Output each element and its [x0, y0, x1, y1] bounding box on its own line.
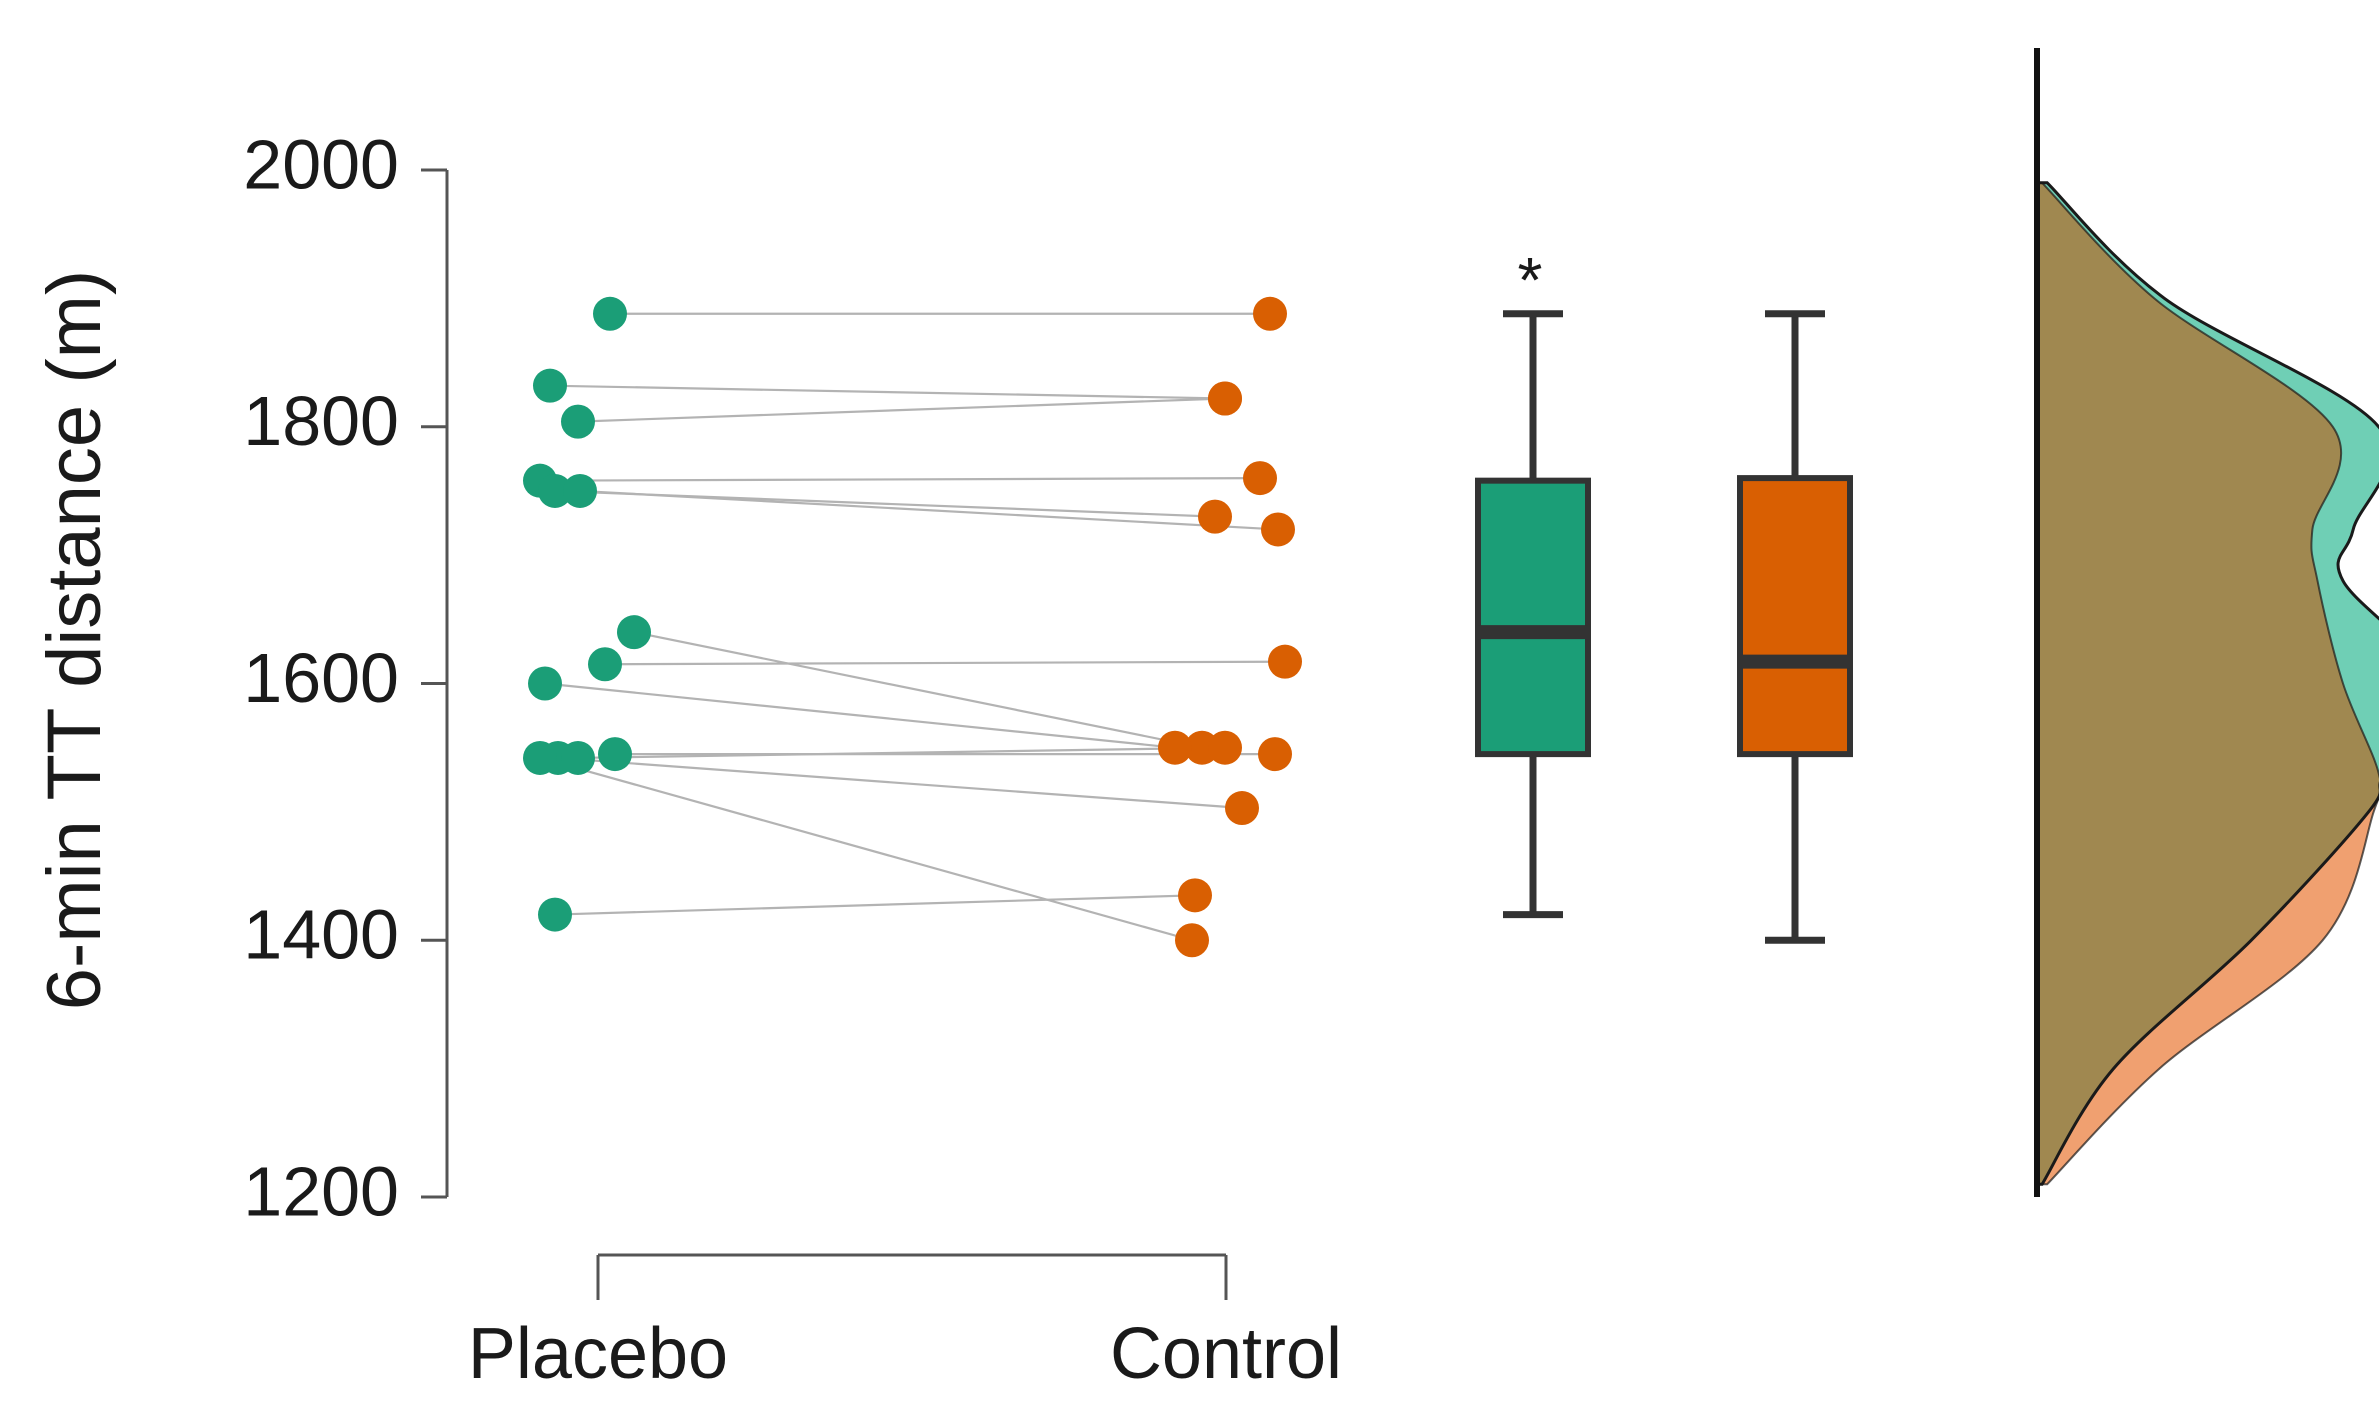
- placebo-point: [533, 368, 567, 403]
- placebo-point: [593, 296, 627, 331]
- x-category-label: Control: [1110, 1314, 1342, 1394]
- connector-line: [544, 682, 1176, 749]
- box-iqr: [1475, 477, 1591, 758]
- connector-line: [539, 756, 1193, 942]
- control-point: [1208, 730, 1242, 765]
- placebo-point: [538, 897, 572, 932]
- boxplots: *: [1475, 244, 1853, 944]
- connector-line: [579, 489, 1279, 531]
- x-category-label: Placebo: [468, 1314, 728, 1394]
- control-point: [1253, 296, 1287, 331]
- placebo-point: [523, 740, 557, 775]
- control-point: [1243, 461, 1277, 496]
- connector-line: [557, 756, 1243, 810]
- connector-line: [577, 397, 1226, 423]
- y-tick-label: 1200: [243, 1152, 399, 1230]
- density-layer: [2034, 48, 2379, 1197]
- placebo-point: [528, 666, 562, 701]
- data-points: [523, 296, 1302, 958]
- placebo-point: [561, 740, 595, 775]
- control-point: [1158, 730, 1192, 765]
- control-density-outline: [2036, 181, 2379, 1186]
- significance-marker: *: [1518, 244, 1543, 316]
- placebo-point: [563, 473, 597, 508]
- control-point: [1198, 499, 1232, 534]
- control-point: [1258, 737, 1292, 772]
- paired-connectors: [539, 312, 1286, 942]
- connector-line: [633, 631, 1203, 749]
- axes: 1200 1400 1600 1800 2000 Placebo Control: [243, 125, 1342, 1394]
- connector-line: [549, 384, 1226, 400]
- control-point: [1178, 878, 1212, 913]
- connector-line: [539, 477, 1261, 482]
- connector-line: [604, 660, 1286, 666]
- control-point: [1175, 923, 1209, 958]
- y-tick-label: 1400: [243, 896, 399, 974]
- placebo-point: [598, 737, 632, 772]
- connector-line: [577, 746, 1226, 760]
- y-tick-label: 2000: [243, 125, 399, 203]
- y-axis-title: 6-min TT distance (m): [32, 270, 117, 1010]
- box-iqr: [1737, 475, 1853, 758]
- placebo-point: [617, 615, 651, 650]
- y-tick-label: 1600: [243, 639, 399, 717]
- placebo-point: [538, 473, 572, 508]
- placebo-density-outline: [2035, 181, 2379, 1186]
- control-point: [1225, 791, 1259, 826]
- placebo-point: [561, 404, 595, 439]
- control-point: [1268, 644, 1302, 679]
- y-tick-label: 1800: [243, 382, 399, 460]
- control-point: [1261, 512, 1295, 547]
- connector-line: [554, 894, 1196, 916]
- control-point: [1208, 381, 1242, 416]
- placebo-point: [588, 647, 622, 682]
